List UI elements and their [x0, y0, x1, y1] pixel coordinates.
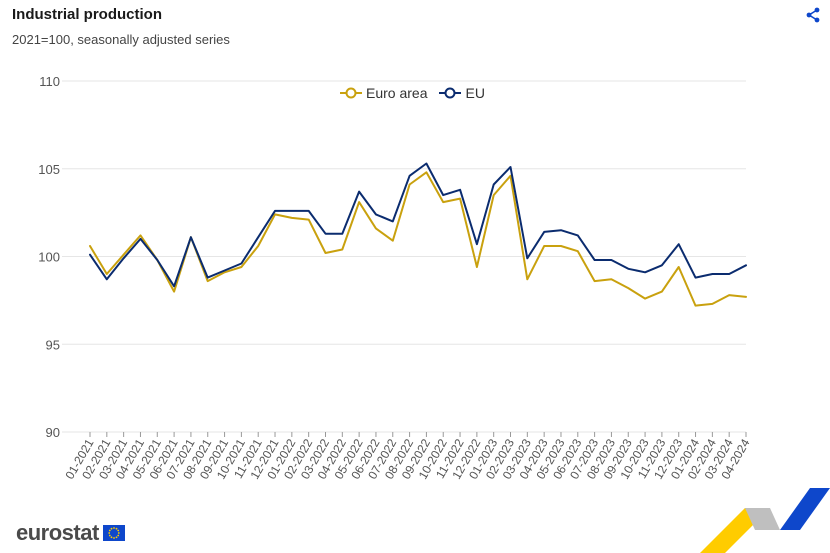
chart-legend: Euro area EU: [340, 85, 485, 101]
share-icon[interactable]: [804, 6, 822, 24]
chart-title: Industrial production: [12, 6, 162, 23]
y-tick-label: 95: [46, 337, 60, 352]
y-tick-label: 90: [46, 425, 60, 440]
chart-subtitle: 2021=100, seasonally adjusted series: [12, 32, 230, 47]
y-tick-label: 105: [38, 162, 60, 177]
series-line-euro-area: [89, 171, 747, 307]
legend-label-euro-area: Euro area: [366, 85, 428, 101]
legend-item-euro-area[interactable]: Euro area: [340, 85, 427, 101]
y-tick-label: 100: [38, 250, 60, 265]
eu-flag-icon: [102, 525, 125, 541]
eurostat-logo: eurostat: [16, 520, 125, 546]
legend-swatch-euro-area: [340, 87, 362, 99]
legend-label-eu: EU: [465, 85, 485, 101]
brand-wordmark: eurostat: [16, 520, 99, 545]
y-tick-label: 110: [39, 74, 60, 89]
legend-item-eu[interactable]: EU: [439, 85, 485, 101]
decorative-corner-graphic: [700, 488, 830, 553]
legend-swatch-eu: [439, 87, 462, 99]
series-line-eu: [89, 162, 747, 288]
